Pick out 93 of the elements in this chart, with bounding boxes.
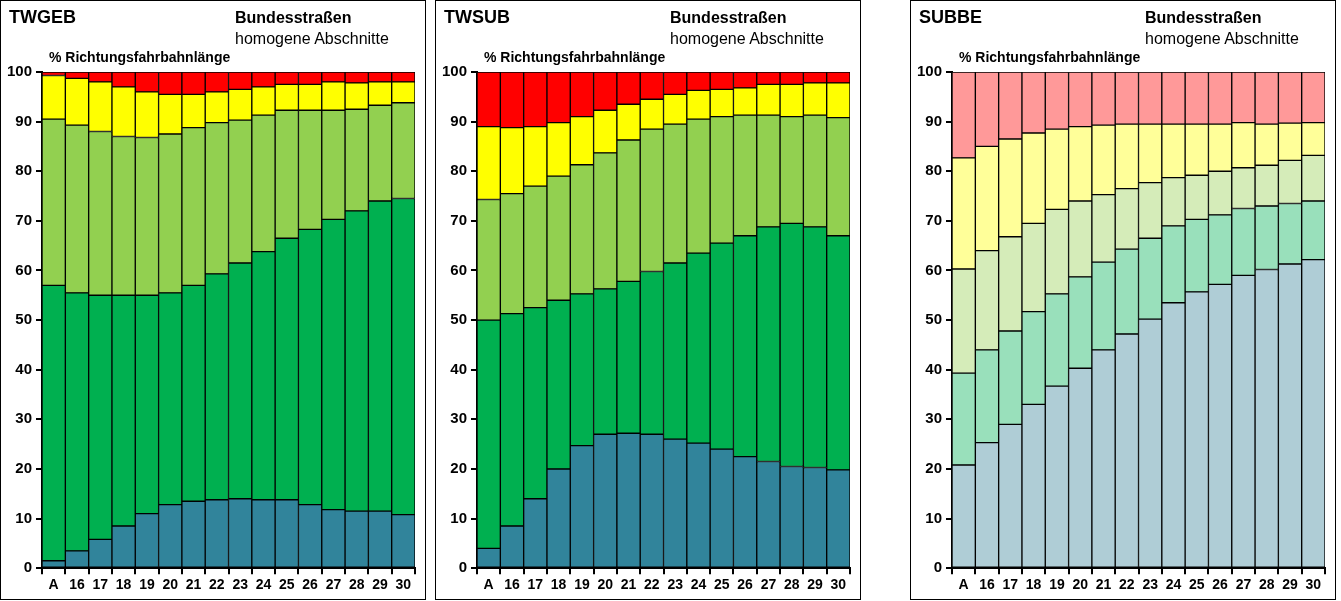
- x-tick-label: 29: [372, 576, 389, 593]
- y-tick-label: 90: [450, 111, 468, 129]
- y-tick-label: 20: [925, 459, 943, 477]
- x-tick-label: 28: [783, 576, 800, 593]
- x-tick-label: A: [958, 576, 969, 593]
- x-tick-label: 17: [1002, 576, 1019, 593]
- x-tick-label: 21: [620, 576, 637, 593]
- x-tick-label: 27: [1235, 576, 1252, 593]
- y-tick-label: 50: [925, 310, 943, 328]
- x-tick-label: 21: [185, 576, 202, 593]
- y-tick-label: 100: [917, 62, 943, 80]
- chart-title: TWSUB: [444, 7, 510, 28]
- chart-title: TWGEB: [9, 7, 76, 28]
- x-tick-label: 30: [830, 576, 847, 593]
- y-tick-label: 70: [15, 211, 33, 228]
- x-tick-label: 16: [69, 576, 85, 593]
- x-tick-label: 24: [255, 576, 272, 593]
- y-tick-label: 70: [925, 211, 943, 228]
- y-tick-label: 10: [925, 508, 943, 526]
- y-tick-label: 0: [23, 558, 33, 576]
- x-tick-label: 25: [279, 576, 295, 593]
- y-tick-label: 0: [933, 558, 943, 576]
- y-axis-title: % Richtungsfahrbahnlänge: [959, 49, 1141, 65]
- x-tick-label: 19: [1049, 576, 1065, 593]
- y-tick-label: 90: [15, 111, 33, 129]
- x-tick-label: 16: [504, 576, 520, 593]
- y-tick-label: 30: [450, 409, 468, 427]
- x-tick-label: 29: [807, 576, 824, 593]
- chart-subtitle: Bundesstraßen: [670, 9, 787, 27]
- y-tick-label: 0: [458, 558, 468, 576]
- y-tick-label: 60: [15, 260, 33, 278]
- x-tick-label: 20: [162, 576, 179, 593]
- x-tick-label: 22: [644, 576, 660, 593]
- y-tick-label: 60: [925, 260, 943, 278]
- y-axis-title: % Richtungsfahrbahnlänge: [49, 49, 231, 65]
- y-tick-label: 20: [15, 459, 33, 477]
- x-tick-label: 30: [395, 576, 412, 593]
- y-tick-label: 50: [15, 310, 33, 328]
- y-tick-label: 30: [15, 409, 33, 427]
- x-tick-label: 17: [92, 576, 109, 593]
- chart-subtitle: Bundesstraßen: [1145, 9, 1262, 27]
- y-tick-label: 20: [450, 459, 468, 477]
- y-tick-label: 100: [442, 62, 468, 80]
- x-tick-label: 28: [1258, 576, 1275, 593]
- y-tick-label: 10: [450, 508, 468, 526]
- x-tick-label: A: [48, 576, 59, 593]
- y-axis-title: % Richtungsfahrbahnlänge: [484, 49, 666, 65]
- x-tick-label: 27: [760, 576, 777, 593]
- x-tick-label: 22: [1119, 576, 1135, 593]
- x-tick-label: 30: [1305, 576, 1322, 593]
- y-tick-label: 40: [15, 359, 33, 377]
- x-tick-label: 24: [690, 576, 707, 593]
- x-tick-label: 20: [1072, 576, 1089, 593]
- y-tick-label: 40: [925, 359, 943, 377]
- y-tick-label: 60: [450, 260, 468, 278]
- x-tick-label: 25: [1189, 576, 1205, 593]
- x-tick-label: 23: [232, 576, 249, 593]
- y-tick-label: 90: [925, 111, 943, 129]
- y-tick-label: 80: [925, 161, 943, 179]
- chart-subtitle: Bundesstraßen: [235, 9, 352, 27]
- y-tick-label: 80: [15, 161, 33, 179]
- y-tick-label: 10: [15, 508, 33, 526]
- text: homogene Abschnitte: [1145, 30, 1299, 48]
- x-tick-label: 27: [325, 576, 342, 593]
- x-tick-label: 21: [1095, 576, 1112, 593]
- x-tick-label: 20: [597, 576, 614, 593]
- y-tick-label: 70: [450, 211, 468, 228]
- chart-title: SUBBE: [919, 7, 983, 28]
- y-tick-label: 50: [450, 310, 468, 328]
- y-tick-label: 40: [450, 359, 468, 377]
- x-tick-label: 17: [527, 576, 544, 593]
- x-tick-label: 29: [1282, 576, 1299, 593]
- x-tick-label: 24: [1165, 576, 1182, 593]
- x-tick-label: 26: [737, 576, 754, 593]
- x-tick-label: 26: [1212, 576, 1229, 593]
- x-tick-label: 18: [115, 576, 132, 593]
- x-tick-label: 18: [550, 576, 567, 593]
- x-tick-label: 22: [209, 576, 225, 593]
- x-tick-label: 18: [1025, 576, 1042, 593]
- x-tick-label: 26: [302, 576, 319, 593]
- x-tick-label: 16: [979, 576, 995, 593]
- y-tick-label: 100: [7, 62, 33, 80]
- text: homogene Abschnitte: [235, 30, 389, 48]
- x-tick-label: 19: [139, 576, 155, 593]
- x-tick-label: 23: [1142, 576, 1159, 593]
- x-tick-label: 19: [574, 576, 590, 593]
- y-tick-label: 80: [450, 161, 468, 179]
- x-tick-label: A: [483, 576, 494, 593]
- text: homogene Abschnitte: [670, 30, 824, 48]
- y-tick-label: 30: [925, 409, 943, 427]
- x-tick-label: 23: [667, 576, 684, 593]
- x-tick-label: 28: [348, 576, 365, 593]
- x-tick-label: 25: [714, 576, 730, 593]
